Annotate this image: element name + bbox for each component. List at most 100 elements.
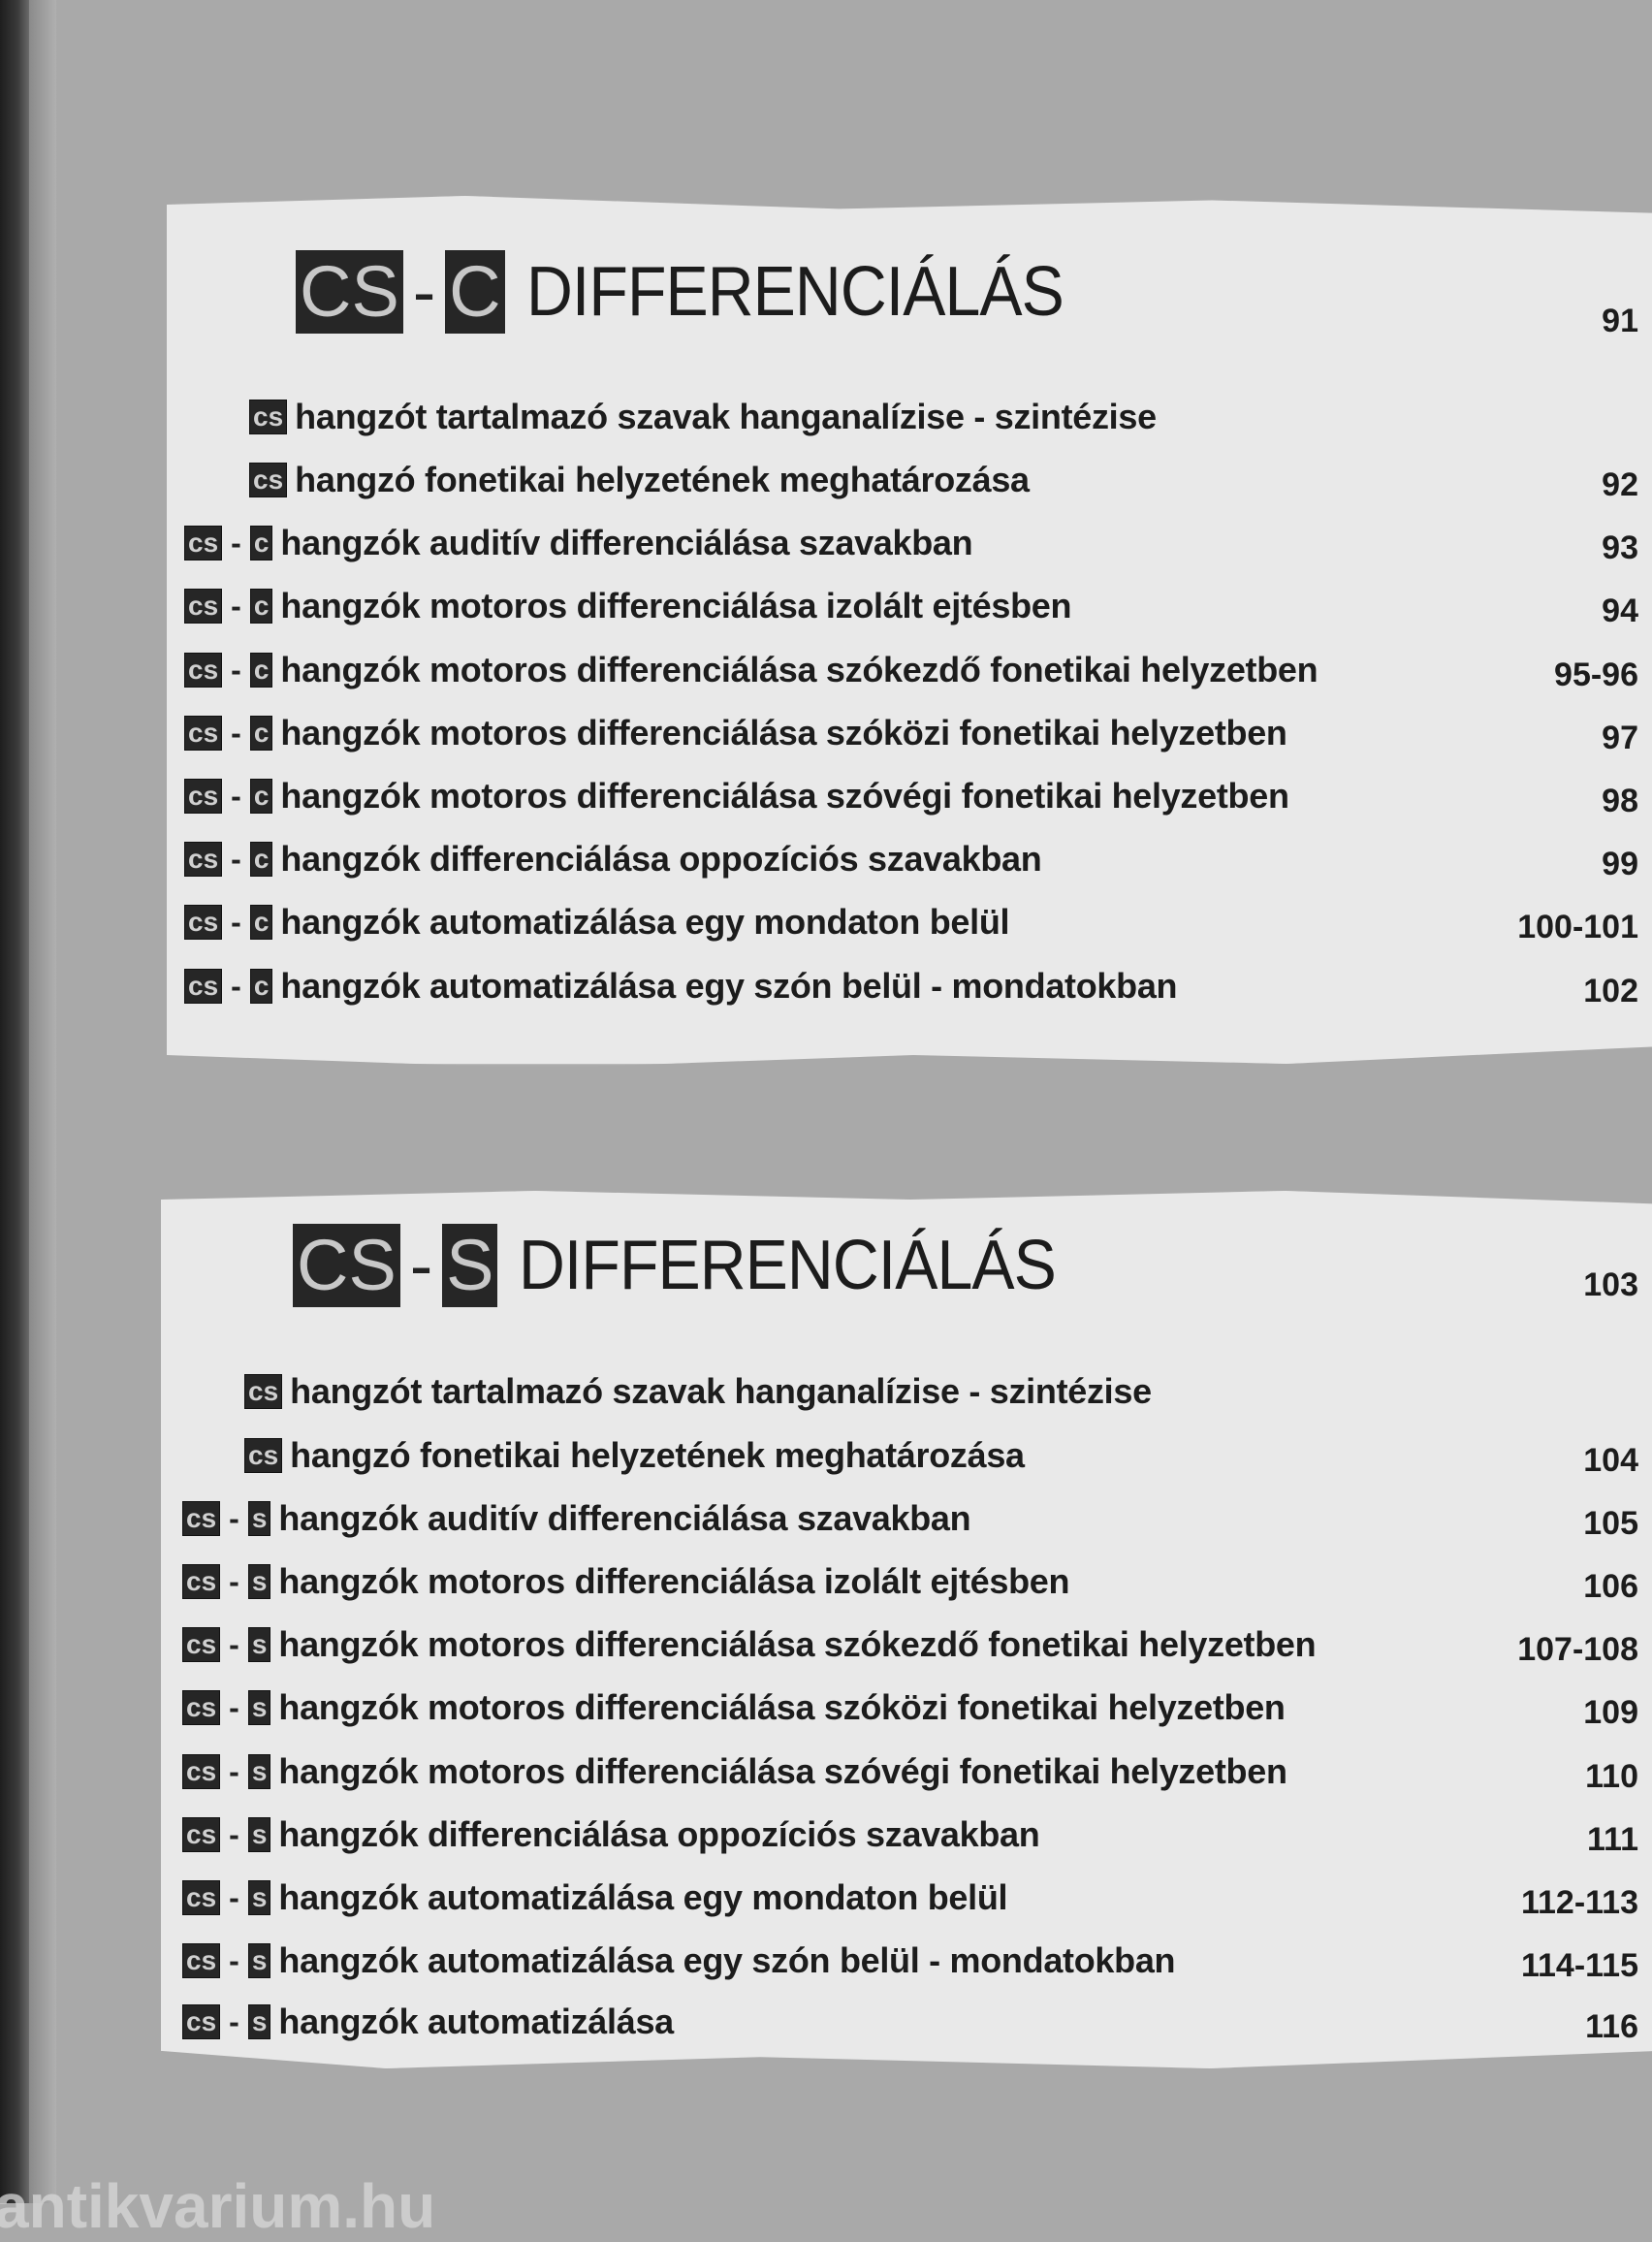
letter-badge: S [442, 1224, 498, 1307]
letter-badge: cs [182, 1690, 221, 1725]
letter-badge: C [445, 250, 505, 334]
section-page-number: 91 [1602, 303, 1638, 339]
dash-separator: - [229, 1626, 239, 1662]
toc-entry[interactable]: cs - s hangzók motoros differenciálása szóv… [182, 1750, 1287, 1793]
toc-entry[interactable]: cs - s hangzók auditív differenciálása szav… [182, 1497, 971, 1540]
entry-title: hangzók motoros differenciálása szóvégi … [278, 1751, 1287, 1791]
entry-page-number: 99 [1602, 846, 1638, 882]
dash-separator: - [231, 968, 241, 1004]
entry-title: hangzók motoros differenciálása szóközi … [280, 713, 1287, 753]
letter-badge: cs [184, 653, 223, 688]
entry-title: hangzók auditív differenciálása szavakba… [278, 1498, 971, 1538]
entry-page-number: 116 [1585, 2008, 1638, 2045]
letter-badge: s [247, 1690, 271, 1725]
letter-badge: cs [182, 1880, 221, 1915]
letter-badge: cs [184, 779, 223, 814]
dash-separator: - [231, 652, 241, 688]
letter-badge: cs [182, 1754, 221, 1789]
toc-entry[interactable]: cs hangzót tartalmazó szavak hanganalízis… [244, 1370, 1152, 1413]
entry-page-number: 109 [1583, 1694, 1638, 1731]
entry-title: hangzók automatizálása [278, 2002, 674, 2041]
letter-badge: s [247, 1880, 271, 1915]
toc-entry[interactable]: cs - c hangzók automatizálása egy szón belü… [184, 965, 1178, 1008]
entry-page-number: 98 [1602, 783, 1638, 819]
section-title: DIFFERENCIÁLÁS [525, 253, 1064, 331]
toc-entry[interactable]: cs - s hangzók automatizálása egy szón belü… [182, 1939, 1176, 1982]
entry-page-number: 106 [1583, 1568, 1638, 1605]
dash-separator: - [229, 1816, 239, 1852]
dash-separator: - [229, 1563, 239, 1599]
toc-entry[interactable]: cs - s hangzók differenciálása oppozíciós s… [182, 1813, 1040, 1856]
letter-badge: c [249, 716, 273, 751]
entry-page-number: 97 [1602, 720, 1638, 756]
toc-entry[interactable]: cs - s hangzók motoros differenciálása szók… [182, 1686, 1286, 1729]
toc-entry[interactable]: cs - s hangzók motoros differenciálása szók… [182, 1623, 1317, 1666]
letter-badge: cs [184, 589, 223, 624]
entry-page-number: 94 [1602, 593, 1638, 629]
toc-entry[interactable]: cs - c hangzók auditív differenciálása szav… [184, 522, 973, 564]
dash-separator: - [229, 1753, 239, 1789]
dash-separator: - [229, 2003, 239, 2039]
entry-title: hangzók differenciálása oppozíciós szava… [278, 1814, 1040, 1854]
entry-title: hangzók motoros differenciálása szókezdő… [278, 1624, 1317, 1664]
toc-entry[interactable]: cs - c hangzók automatizálása egy mondaton … [184, 901, 1010, 944]
letter-badge: cs [184, 842, 223, 877]
letter-badge: cs [182, 2004, 221, 2039]
dash-separator: - [231, 904, 241, 940]
toc-entry[interactable]: cs - c hangzók motoros differenciálása szók… [184, 649, 1318, 691]
letter-badge: s [247, 1564, 271, 1599]
toc-entry[interactable]: cs hangzót tartalmazó szavak hanganalízis… [249, 396, 1157, 438]
letter-badge: cs [249, 400, 288, 434]
toc-entry[interactable]: cs - c hangzók motoros differenciálása szók… [184, 712, 1287, 754]
toc-entry[interactable]: cs - s hangzók motoros differenciálása izol… [182, 1560, 1070, 1603]
letter-badge: cs [184, 526, 223, 560]
entry-title: hangzók automatizálása egy mondaton belü… [280, 902, 1010, 942]
toc-entry[interactable]: cs - s hangzók automatizálása egy mondaton … [182, 1876, 1008, 1919]
entry-page-number: 104 [1583, 1442, 1638, 1479]
entry-page-number: 110 [1585, 1758, 1638, 1795]
letter-badge: s [247, 2004, 271, 2039]
letter-badge: cs [182, 1817, 221, 1852]
entry-title: hangzót tartalmazó szavak hanganalízise … [295, 397, 1157, 436]
dash-separator: - [412, 254, 436, 330]
letter-badge: c [249, 842, 273, 877]
dash-separator: - [229, 1942, 239, 1978]
letter-badge: s [247, 1754, 271, 1789]
entry-title: hangzók motoros differenciálása szókezdő… [280, 650, 1318, 689]
letter-badge: c [249, 779, 273, 814]
dash-separator: - [231, 778, 241, 814]
letter-badge: cs [184, 716, 223, 751]
entry-title: hangzók differenciálása oppozíciós szava… [280, 839, 1042, 879]
entry-title: hangzó fonetikai helyzetének meghatározá… [295, 460, 1030, 499]
entry-page-number: 107-108 [1517, 1631, 1638, 1668]
letter-badge: cs [249, 463, 288, 497]
toc-entry[interactable]: cs hangzó fonetikai helyzetének meghatáro… [249, 459, 1030, 501]
section-heading: CS - C DIFFERENCIÁLÁS [296, 250, 1110, 334]
entry-page-number: 93 [1602, 529, 1638, 566]
entry-page-number: 112-113 [1520, 1884, 1638, 1921]
entry-page-number: 102 [1583, 973, 1638, 1009]
letter-badge: cs [182, 1501, 221, 1536]
entry-title: hangzók motoros differenciálása szóközi … [278, 1687, 1286, 1727]
entry-title: hangzók auditív differenciálása szavakba… [280, 523, 973, 562]
letter-badge: s [247, 1817, 271, 1852]
letter-badge: CS [296, 250, 403, 334]
letter-badge: c [249, 969, 273, 1004]
section-cs-s: CS - S DIFFERENCIÁLÁS 103 cs hangzót tartalmaz… [161, 1191, 1652, 2068]
toc-entry[interactable]: cs - c hangzók differenciálása oppozíciós s… [184, 838, 1042, 881]
letter-badge: cs [244, 1438, 283, 1473]
toc-entry[interactable]: cs - s hangzók automatizálása [182, 2001, 674, 2043]
entry-page-number: 92 [1602, 466, 1638, 503]
letter-badge: CS [293, 1224, 400, 1307]
page-edges [29, 0, 56, 2203]
dash-separator: - [231, 841, 241, 877]
watermark: antikvarium.hu [0, 2171, 436, 2241]
toc-entry[interactable]: cs hangzó fonetikai helyzetének meghatáro… [244, 1434, 1025, 1477]
dash-separator: - [231, 715, 241, 751]
toc-entry[interactable]: cs - c hangzók motoros differenciálása izol… [184, 585, 1072, 627]
section-title: DIFFERENCIÁLÁS [519, 1227, 1057, 1304]
entry-page-number: 105 [1583, 1505, 1638, 1542]
dash-separator: - [231, 525, 241, 560]
toc-entry[interactable]: cs - c hangzók motoros differenciálása szóv… [184, 775, 1289, 817]
entry-title: hangzók automatizálása egy szón belül - … [278, 1940, 1176, 1980]
